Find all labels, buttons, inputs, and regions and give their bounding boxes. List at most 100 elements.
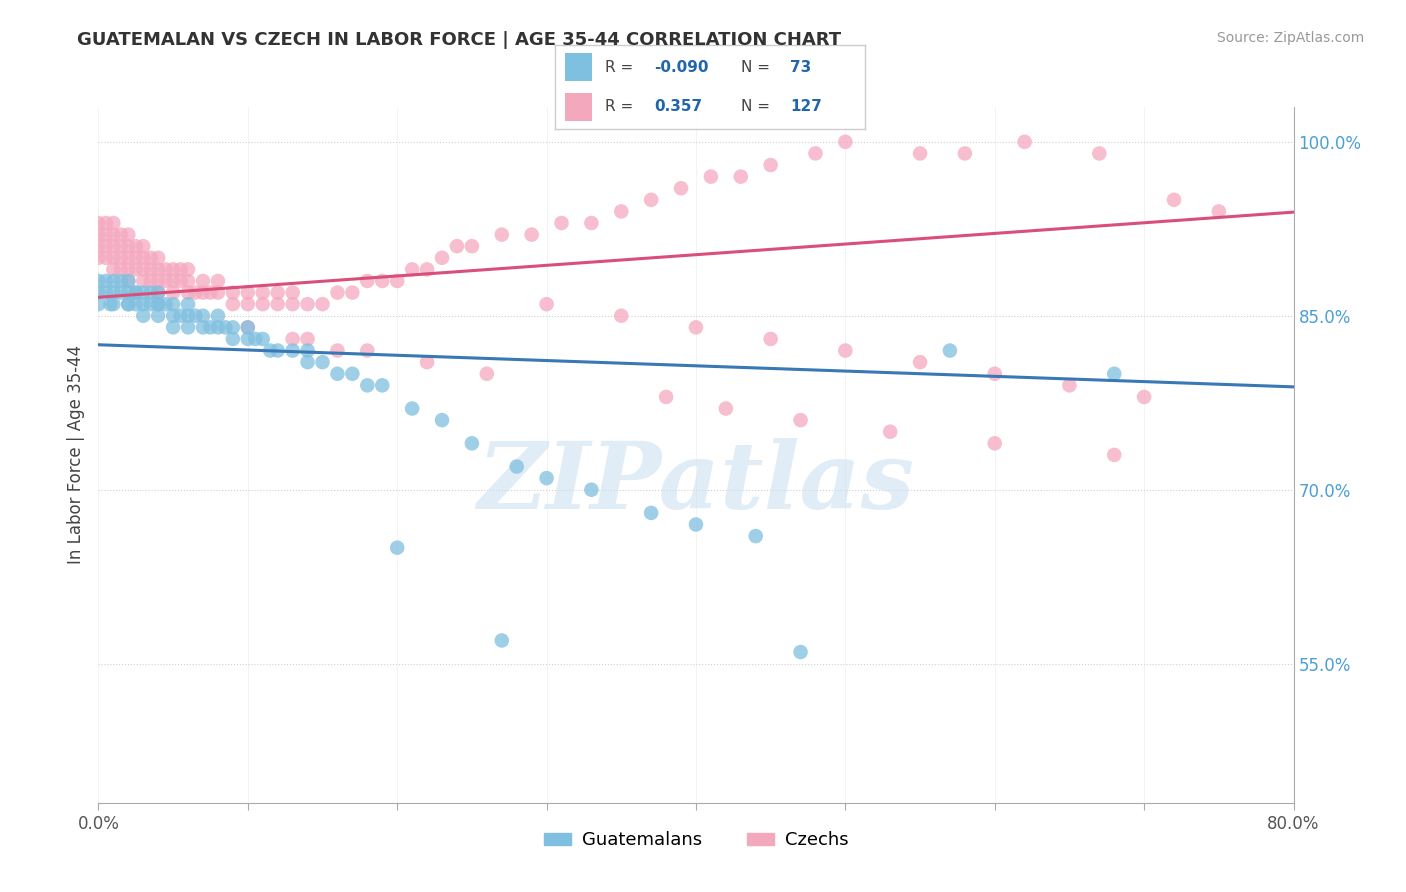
Point (87, 251, 110, 265)
Y-axis label: In Labor Force | Age 35-44: In Labor Force | Age 35-44 (66, 345, 84, 565)
Point (401, 262, 423, 277)
Point (191, 285, 214, 300)
Point (475, 367, 498, 381)
Point (110, 285, 132, 300)
Point (207, 309, 229, 323)
Point (222, 320, 245, 334)
Point (236, 332, 259, 346)
Point (267, 343, 290, 358)
Point (117, 274, 139, 288)
Point (326, 367, 349, 381)
Point (356, 378, 378, 392)
Point (297, 297, 319, 311)
Point (342, 285, 364, 300)
Point (640, 193, 662, 207)
Point (155, 297, 177, 311)
Point (200, 285, 222, 300)
Point (1163, 193, 1185, 207)
Point (669, 181, 692, 195)
Point (461, 436, 484, 450)
Point (117, 297, 139, 311)
Point (222, 297, 245, 311)
Point (984, 436, 1007, 450)
Point (610, 309, 633, 323)
Point (245, 332, 267, 346)
Point (281, 297, 304, 311)
Point (184, 285, 207, 300)
Point (139, 274, 162, 288)
Point (685, 517, 707, 532)
Point (953, 146, 976, 161)
Point (162, 320, 184, 334)
Point (834, 343, 856, 358)
Point (103, 239, 125, 253)
Point (110, 262, 132, 277)
Point (87, 227, 110, 242)
Point (416, 262, 439, 277)
Point (94, 239, 117, 253)
Point (759, 332, 782, 346)
Point (148, 297, 170, 311)
Point (87, 297, 110, 311)
Point (714, 401, 737, 416)
Point (148, 274, 170, 288)
Point (581, 216, 603, 230)
Text: N =: N = (741, 60, 770, 75)
Text: ZIPatlas: ZIPatlas (478, 438, 914, 528)
Point (685, 320, 707, 334)
Point (103, 274, 125, 288)
Point (834, 135, 856, 149)
Point (1014, 135, 1036, 149)
Text: R =: R = (605, 99, 633, 114)
Text: N =: N = (741, 99, 770, 114)
Point (191, 320, 214, 334)
Point (87, 216, 110, 230)
Point (103, 297, 125, 311)
Point (132, 274, 155, 288)
Point (98, 297, 122, 311)
Point (297, 355, 319, 369)
Point (162, 297, 184, 311)
Point (1208, 204, 1230, 219)
Point (177, 309, 200, 323)
Point (297, 332, 319, 346)
Point (311, 355, 333, 369)
FancyBboxPatch shape (565, 54, 592, 81)
Point (148, 251, 170, 265)
Point (103, 262, 125, 277)
Point (117, 251, 139, 265)
Point (177, 320, 200, 334)
Point (132, 251, 155, 265)
Point (550, 216, 572, 230)
Point (191, 309, 214, 323)
Text: 127: 127 (790, 99, 823, 114)
Point (139, 251, 162, 265)
Point (169, 274, 191, 288)
Point (461, 239, 484, 253)
Point (311, 297, 333, 311)
Point (125, 297, 148, 311)
Point (87, 285, 110, 300)
Point (207, 274, 229, 288)
Point (430, 413, 453, 427)
Point (125, 285, 148, 300)
Point (789, 645, 811, 659)
Point (191, 274, 214, 288)
Point (103, 216, 125, 230)
Point (267, 285, 290, 300)
Point (326, 343, 349, 358)
Point (117, 285, 139, 300)
Point (1059, 378, 1081, 392)
Point (148, 309, 170, 323)
Point (207, 285, 229, 300)
Point (125, 262, 148, 277)
Text: Source: ZipAtlas.com: Source: ZipAtlas.com (1216, 31, 1364, 45)
Text: R =: R = (605, 60, 633, 75)
Point (169, 262, 191, 277)
Point (759, 158, 782, 172)
Point (125, 239, 148, 253)
Point (214, 320, 236, 334)
Text: GUATEMALAN VS CZECH IN LABOR FORCE | AGE 35-44 CORRELATION CHART: GUATEMALAN VS CZECH IN LABOR FORCE | AGE… (77, 31, 841, 49)
Point (356, 343, 378, 358)
Point (371, 378, 394, 392)
